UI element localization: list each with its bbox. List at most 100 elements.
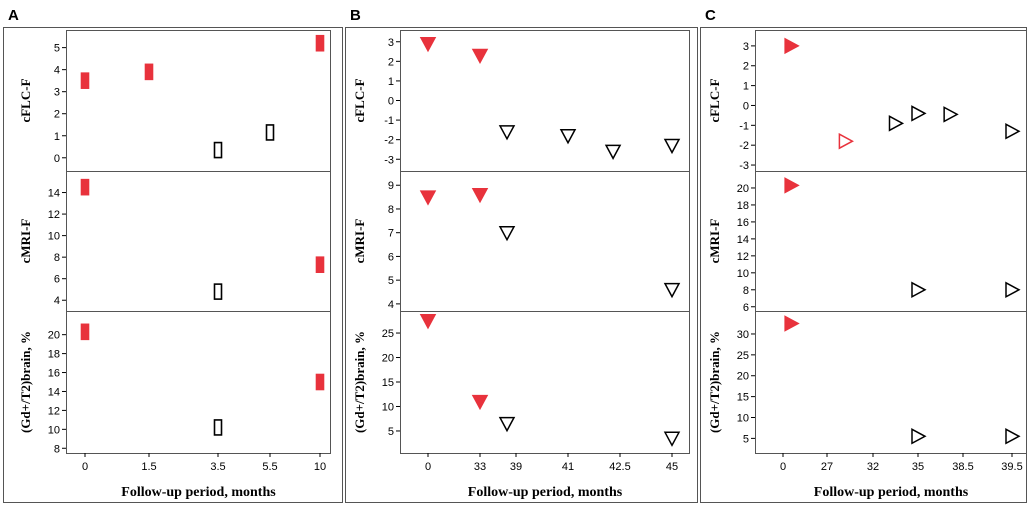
y-tick-label: -2: [384, 135, 394, 147]
data-point: [419, 190, 437, 206]
y-tick-label: 1: [743, 81, 749, 93]
subplot-cmri-f: 4 5 6 7 8 9 cMRI-F: [352, 171, 690, 312]
data-point: [663, 282, 681, 299]
y-tick-label: 3: [54, 87, 60, 99]
y-axis-label: cMRI-F: [352, 219, 367, 264]
y-tick-label: 4: [54, 65, 60, 77]
y-axis-label: cMRI-F: [18, 219, 33, 264]
data-point: [213, 141, 223, 159]
x-tick-label: 10: [314, 461, 326, 473]
y-tick-label: 14: [48, 188, 60, 200]
plot-frame: [755, 311, 1027, 454]
y-tick-label: 18: [48, 349, 60, 361]
x-tick-label: 39: [510, 461, 522, 473]
y-tick-label: 16: [48, 368, 60, 380]
y-tick-label: 20: [737, 183, 749, 195]
y-axis-label: cFLC-F: [352, 78, 367, 122]
y-tick-label: 15: [737, 392, 749, 404]
x-tick-label: 5.5: [262, 461, 277, 473]
y-tick-label: 5: [743, 433, 749, 445]
panel-c: C-3-2-10123cFLC-F68101214161820cMRI-F510…: [700, 7, 1027, 503]
y-tick-label: -2: [739, 140, 749, 152]
data-point: [838, 132, 854, 150]
y-tick-label: -1: [739, 120, 749, 132]
plot-frame: [400, 311, 690, 454]
subplot--gd-t2-brain-: 8 10 12 14 16 18 20 (Gd+/T2)brain, %: [18, 311, 331, 455]
y-tick-label: 20: [382, 353, 394, 365]
y-tick-label: 4: [388, 299, 394, 311]
y-tick-label: 25: [737, 350, 749, 362]
y-tick-label: 15: [382, 377, 394, 389]
panel-letter: B: [350, 7, 361, 24]
panel-letter: A: [8, 7, 19, 24]
y-tick-label: 5: [388, 275, 394, 287]
y-tick-label: 10: [48, 231, 60, 243]
y-tick-label: 1: [54, 131, 60, 143]
x-axis-label: Follow-up period, months: [814, 485, 969, 500]
data-point: [419, 36, 437, 53]
y-tick-label: 12: [737, 251, 749, 263]
data-point: [471, 394, 489, 411]
y-tick-label: 0: [54, 153, 60, 165]
data-point: [911, 281, 927, 299]
subplot-cflc-f: -3 -2 -1 0 1 2 3 cFLC-F: [352, 30, 690, 172]
subplot--gd-t2-brain-: 5 10 15 20 25 (Gd+/T2)brain, %: [352, 311, 690, 454]
y-tick-label: 6: [54, 274, 60, 286]
data-point: [80, 178, 90, 196]
y-tick-label: 25: [382, 328, 394, 340]
y-tick-label: 5: [54, 43, 60, 55]
y-tick-label: 7: [388, 228, 394, 240]
data-point: [1005, 281, 1021, 299]
y-tick-label: -3: [384, 154, 394, 166]
data-point: [498, 125, 516, 141]
data-point: [471, 187, 489, 204]
y-tick-label: 18: [737, 200, 749, 212]
plot-frame: [66, 311, 331, 454]
y-tick-label: 2: [388, 56, 394, 68]
subplot-cflc-f: 0 1 2 3 4 5 cFLC-F: [18, 30, 331, 172]
subplot-cflc-f: -3 -2 -1 0 1 2 3 cFLC-F: [707, 30, 1027, 172]
x-axis-label: Follow-up period, months: [121, 485, 276, 500]
data-point: [498, 225, 516, 242]
data-point: [888, 115, 905, 132]
data-point: [213, 419, 223, 436]
data-point: [1005, 428, 1021, 445]
y-tick-label: 12: [48, 209, 60, 221]
data-point: [213, 283, 223, 300]
subplot--gd-t2-brain-: 5 10 15 20 25 30 (Gd+/T2)brain, %: [707, 311, 1027, 454]
x-tick-label: 0: [780, 461, 786, 473]
x-tick-label: 0: [82, 461, 88, 473]
y-axis-label: (Gd+/T2)brain, %: [18, 331, 33, 433]
y-tick-label: 8: [388, 204, 394, 216]
data-point: [663, 138, 681, 155]
data-point: [784, 315, 800, 332]
y-tick-label: 20: [737, 371, 749, 383]
x-tick-label: 32: [867, 461, 879, 473]
plot-frame: [400, 30, 690, 172]
x-tick-label: 27: [821, 461, 833, 473]
y-axis-label: (Gd+/T2)brain, %: [352, 331, 367, 433]
y-tick-label: 0: [743, 100, 749, 112]
y-tick-label: 4: [54, 295, 60, 307]
x-tick-label: 33: [474, 461, 486, 473]
data-point: [471, 48, 489, 65]
data-point: [265, 124, 275, 141]
y-tick-label: 1: [388, 76, 394, 88]
y-tick-label: 10: [382, 401, 394, 413]
plot-frame: [400, 171, 690, 312]
y-axis-label: cMRI-F: [707, 219, 722, 264]
x-axis-label: Follow-up period, months: [468, 485, 623, 500]
data-point: [784, 177, 800, 194]
y-tick-label: 5: [388, 426, 394, 438]
plot-frame: [755, 171, 1027, 312]
data-point: [1005, 123, 1021, 140]
subplot-cmri-f: 6 8 10 12 14 16 18 20 cMRI-F: [707, 171, 1027, 314]
data-point: [144, 63, 154, 81]
y-tick-label: 3: [743, 41, 749, 53]
data-point: [315, 373, 325, 391]
y-tick-label: 14: [737, 234, 749, 246]
y-tick-label: 6: [388, 251, 394, 263]
x-tick-label: 1.5: [141, 461, 156, 473]
data-point: [943, 106, 959, 123]
x-tick-label: 45: [666, 461, 678, 473]
